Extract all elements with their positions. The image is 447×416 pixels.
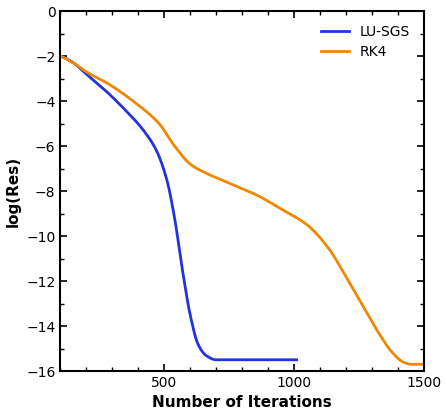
RK4 — [322, 240, 327, 245]
LU-SGS — [294, 357, 299, 362]
Y-axis label: log(Res): log(Res) — [5, 156, 21, 227]
RK4 — [213, 175, 219, 180]
X-axis label: Number of Iterations: Number of Iterations — [152, 396, 332, 411]
Legend: LU-SGS, RK4: LU-SGS, RK4 — [314, 18, 417, 65]
LU-SGS — [148, 139, 154, 144]
RK4 — [230, 182, 236, 187]
LU-SGS — [58, 54, 63, 59]
RK4 — [392, 352, 397, 357]
Line: RK4: RK4 — [60, 56, 424, 364]
RK4 — [58, 54, 63, 59]
LU-SGS — [99, 84, 104, 89]
LU-SGS — [159, 159, 164, 164]
LU-SGS — [289, 357, 295, 362]
LU-SGS — [84, 72, 90, 77]
Line: LU-SGS: LU-SGS — [60, 56, 297, 360]
RK4 — [421, 362, 426, 367]
RK4 — [408, 362, 413, 367]
RK4 — [410, 362, 415, 367]
RK4 — [211, 174, 216, 179]
LU-SGS — [264, 357, 269, 362]
LU-SGS — [214, 357, 219, 362]
